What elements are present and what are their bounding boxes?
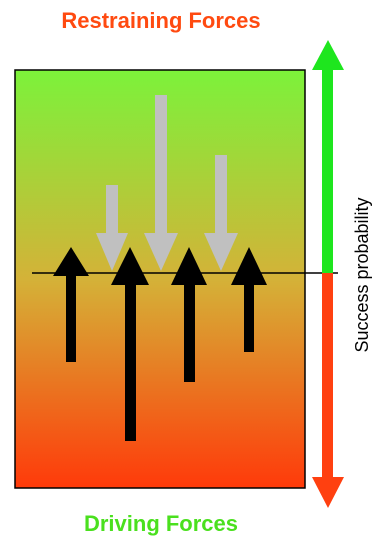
driving-arrow-1 bbox=[53, 247, 89, 362]
axis-up-arrowhead bbox=[312, 40, 344, 70]
axis-down-arrowhead bbox=[312, 477, 344, 508]
driving-forces-title: Driving Forces bbox=[83, 511, 239, 536]
axis-down-bar bbox=[322, 273, 333, 478]
success-probability-axis bbox=[312, 40, 344, 508]
success-probability-label: Success probability bbox=[352, 197, 372, 352]
restraining-arrows bbox=[96, 95, 238, 271]
restraining-arrow-2 bbox=[144, 95, 178, 271]
driving-arrow-2 bbox=[111, 247, 149, 441]
driving-arrow-3 bbox=[171, 247, 207, 382]
driving-arrow-4 bbox=[231, 247, 267, 352]
restraining-arrow-3 bbox=[204, 155, 238, 271]
restraining-forces-title: Restraining Forces bbox=[61, 8, 261, 33]
axis-up-bar bbox=[322, 69, 333, 274]
restraining-arrow-1 bbox=[96, 185, 128, 271]
driving-arrows bbox=[53, 247, 267, 441]
